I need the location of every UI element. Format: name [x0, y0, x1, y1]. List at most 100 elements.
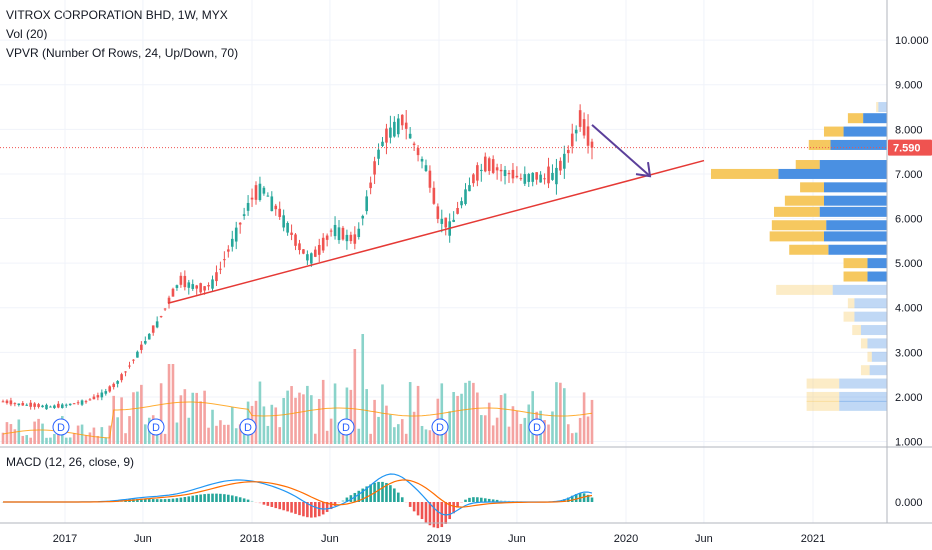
dividend-label: D — [436, 422, 444, 434]
candle-body — [21, 403, 25, 406]
volume-bar — [337, 422, 341, 444]
volume-bar — [495, 417, 499, 444]
candle-body — [393, 121, 396, 137]
candle-body — [582, 119, 586, 136]
candle-body — [460, 201, 463, 206]
volume-bar — [377, 416, 380, 444]
macd-histogram-bar — [136, 498, 139, 502]
volume-bar — [416, 385, 420, 444]
candle-body — [559, 160, 562, 171]
volume-bar — [393, 427, 396, 444]
macd-histogram-bar — [361, 488, 365, 502]
macd-histogram-bar — [151, 499, 155, 502]
volume-bar — [389, 414, 392, 444]
candle-body — [313, 249, 317, 257]
candle-body — [33, 403, 36, 407]
candle-body — [171, 288, 175, 297]
macd-histogram-bar — [491, 499, 495, 502]
vpvr-down-bar — [843, 271, 868, 282]
price-tick-label: 6.000 — [895, 214, 923, 226]
candle-body — [385, 128, 388, 143]
candle-body — [41, 405, 44, 408]
candle-body — [262, 187, 266, 194]
candle-body — [503, 169, 507, 177]
vpvr-up-bar — [826, 220, 887, 231]
volume-bar — [234, 428, 238, 444]
macd-histogram-bar — [452, 502, 455, 514]
macd-histogram-bar — [341, 500, 345, 502]
volume-bar — [191, 392, 195, 444]
candle-body — [519, 178, 523, 180]
candle-body — [357, 228, 361, 238]
candle-body — [325, 235, 329, 240]
volume-bar — [456, 395, 459, 444]
candle-body — [128, 365, 131, 367]
dividend-label: D — [152, 422, 160, 434]
candle-body — [353, 234, 357, 244]
macd-histogram-bar — [389, 485, 392, 502]
volume-bar — [408, 382, 412, 444]
macd-histogram-bar — [404, 502, 408, 503]
candle-body — [68, 403, 72, 406]
price-tick-label: 8.000 — [895, 124, 923, 136]
macd-histogram-bar — [412, 502, 416, 512]
vpvr-histogram — [711, 102, 887, 411]
volume-bar — [171, 364, 175, 444]
volume-bar — [223, 424, 226, 444]
vpvr-down-bar — [806, 400, 840, 411]
volume-bar — [238, 424, 242, 444]
volume-bar — [444, 423, 448, 444]
dividend-marker — [52, 418, 70, 436]
volume-bar — [132, 392, 135, 444]
candle-body — [147, 333, 151, 340]
candle-body — [254, 185, 258, 200]
macd-histogram-bar — [574, 494, 578, 502]
candle-body — [215, 272, 218, 282]
macd-histogram-bar — [570, 495, 574, 502]
vpvr-down-bar — [806, 378, 840, 389]
macd-histogram-bar — [393, 488, 396, 502]
candle-body — [365, 196, 368, 212]
vpvr-down-bar — [776, 284, 833, 295]
macd-histogram-bar — [381, 481, 384, 502]
candle-body — [487, 158, 491, 172]
macd-histogram-bar — [155, 499, 159, 502]
volume-bar — [499, 395, 503, 444]
macd-histogram-bar — [207, 493, 210, 502]
macd-histogram-bar — [286, 502, 289, 512]
macd-histogram-bar — [369, 484, 372, 502]
macd-histogram-bar — [306, 502, 309, 518]
volume-bar — [128, 416, 131, 444]
candle-body — [282, 215, 285, 228]
volume-bar — [84, 435, 88, 444]
macd-histogram-bar — [385, 482, 388, 502]
macd-histogram-bar — [187, 496, 191, 502]
trendline — [167, 159, 705, 305]
macd-histogram-bar — [302, 502, 305, 517]
macd-histogram-bar — [270, 502, 274, 507]
volume-bar — [487, 402, 491, 444]
volume-bar — [294, 397, 297, 444]
macd-histogram-bar — [140, 498, 143, 502]
volume-bar — [476, 392, 479, 444]
vpvr-down-bar — [823, 126, 844, 137]
time-tick-label: 2019 — [427, 533, 451, 545]
macd-histogram-bar — [246, 499, 250, 502]
candle-body — [321, 237, 325, 251]
candle-body — [428, 170, 432, 188]
candle-body — [13, 403, 17, 405]
volume-bar — [199, 401, 202, 444]
macd-histogram-bar — [144, 498, 147, 502]
macd-histogram-bar — [191, 495, 195, 502]
macd-pane: 0.000 — [1, 473, 923, 529]
candle-body — [337, 227, 341, 241]
macd-histogram-bar — [219, 493, 222, 502]
candle-body — [88, 399, 92, 401]
drawings[interactable]: 7.590 — [0, 124, 932, 305]
candle-body — [104, 391, 108, 394]
volume-bar — [25, 435, 29, 444]
volume-bar — [163, 433, 167, 444]
macd-histogram-bar — [590, 497, 594, 502]
